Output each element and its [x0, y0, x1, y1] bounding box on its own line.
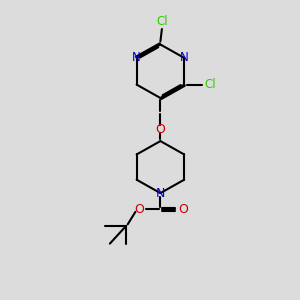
Text: O: O: [134, 203, 144, 216]
Text: N: N: [180, 51, 189, 64]
Text: O: O: [178, 203, 188, 216]
Text: N: N: [156, 187, 165, 200]
Text: Cl: Cl: [205, 78, 216, 91]
Text: O: O: [155, 123, 165, 136]
Text: N: N: [132, 51, 141, 64]
Text: Cl: Cl: [156, 14, 168, 28]
